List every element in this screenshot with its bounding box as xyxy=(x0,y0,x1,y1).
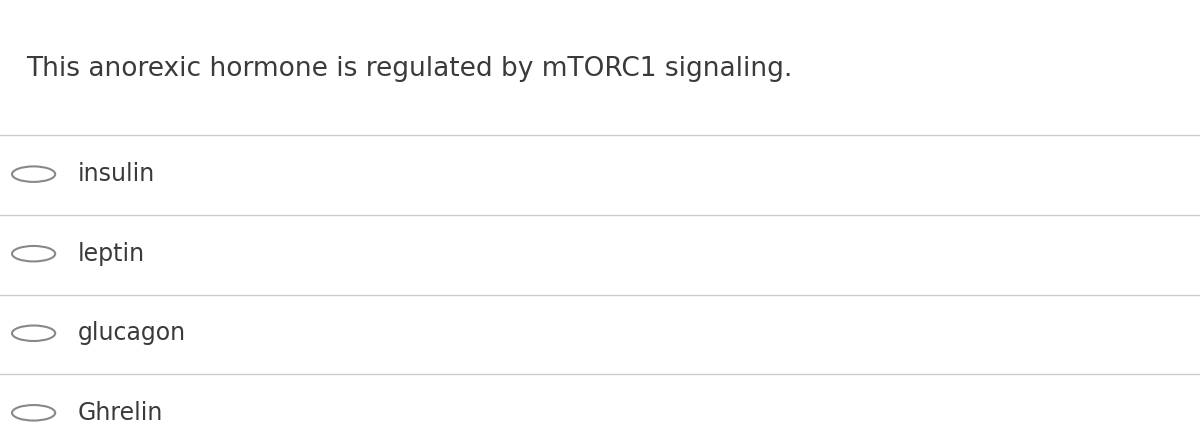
Text: Ghrelin: Ghrelin xyxy=(78,401,163,425)
Text: This anorexic hormone is regulated by mTORC1 signaling.: This anorexic hormone is regulated by mT… xyxy=(26,56,793,82)
Text: glucagon: glucagon xyxy=(78,321,186,345)
Text: leptin: leptin xyxy=(78,242,145,266)
Text: insulin: insulin xyxy=(78,162,155,186)
